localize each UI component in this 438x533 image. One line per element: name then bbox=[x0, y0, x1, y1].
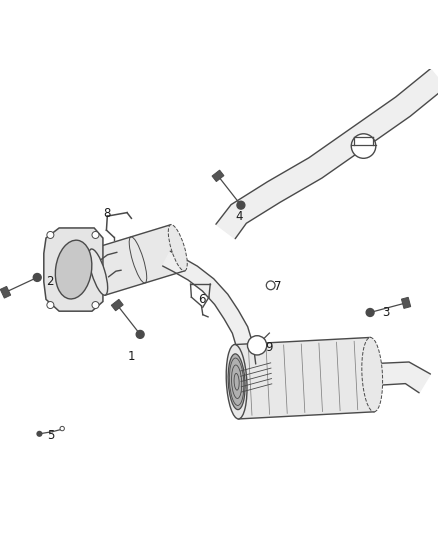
Circle shape bbox=[92, 231, 99, 238]
Text: 9: 9 bbox=[265, 341, 273, 354]
Polygon shape bbox=[212, 170, 224, 182]
Circle shape bbox=[36, 431, 42, 437]
Text: 5: 5 bbox=[47, 429, 54, 442]
Text: 4: 4 bbox=[235, 209, 243, 223]
Polygon shape bbox=[402, 297, 411, 309]
Polygon shape bbox=[235, 337, 374, 419]
Text: 3: 3 bbox=[382, 306, 389, 319]
Polygon shape bbox=[111, 300, 123, 311]
Ellipse shape bbox=[362, 337, 383, 412]
Circle shape bbox=[60, 426, 64, 431]
Ellipse shape bbox=[89, 249, 108, 295]
Ellipse shape bbox=[228, 354, 245, 410]
Polygon shape bbox=[216, 69, 438, 239]
Circle shape bbox=[247, 336, 267, 355]
Circle shape bbox=[366, 309, 374, 317]
Polygon shape bbox=[44, 228, 103, 311]
Ellipse shape bbox=[55, 240, 92, 299]
Circle shape bbox=[237, 201, 245, 209]
Circle shape bbox=[47, 231, 54, 238]
Circle shape bbox=[33, 273, 41, 281]
Polygon shape bbox=[162, 251, 256, 366]
Polygon shape bbox=[0, 286, 11, 298]
Circle shape bbox=[266, 281, 275, 290]
Text: 7: 7 bbox=[274, 280, 282, 293]
Polygon shape bbox=[97, 252, 121, 277]
Text: 6: 6 bbox=[198, 293, 205, 306]
Circle shape bbox=[92, 302, 99, 309]
Text: 1: 1 bbox=[127, 350, 135, 363]
Circle shape bbox=[136, 330, 144, 338]
Text: 2: 2 bbox=[46, 276, 54, 288]
Polygon shape bbox=[371, 362, 431, 393]
Ellipse shape bbox=[226, 344, 247, 419]
Text: 8: 8 bbox=[104, 207, 111, 221]
Polygon shape bbox=[91, 225, 185, 295]
Circle shape bbox=[47, 302, 54, 309]
Circle shape bbox=[351, 134, 376, 158]
Ellipse shape bbox=[168, 224, 187, 271]
